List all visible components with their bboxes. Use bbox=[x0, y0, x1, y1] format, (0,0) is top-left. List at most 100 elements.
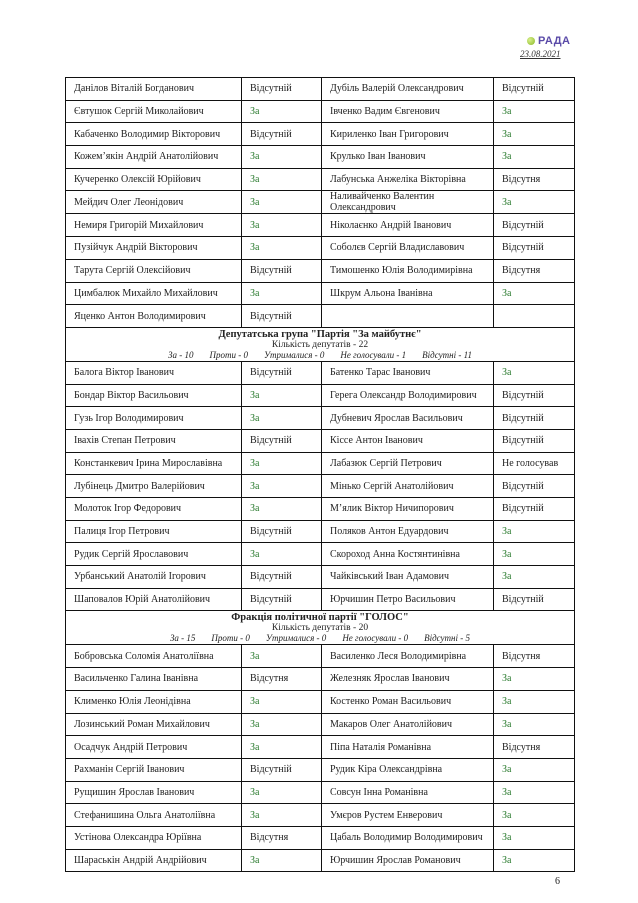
vote-result: За bbox=[241, 474, 322, 498]
vote-result: Відсутній bbox=[241, 519, 322, 544]
deputy-name: Бондар Віктор Васильович bbox=[65, 383, 242, 408]
table-row: Гузь Ігор Володимирович За Дубневич Яросла… bbox=[65, 406, 575, 430]
deputy-name: Дубіль Валерій Олександрович bbox=[321, 77, 494, 101]
vote-stat: За - 10 bbox=[168, 349, 194, 360]
table-row: Тарута Сергій Олексійович Відсутній Тимоше… bbox=[65, 258, 575, 283]
deputy-name: Шкрум Альона Іванівна bbox=[321, 281, 494, 306]
deputy-name: Скороход Анна Костянтинівна bbox=[321, 542, 494, 567]
table-row: Балога Віктор Іванович Відсутній Батенко Т… bbox=[65, 360, 575, 385]
deputy-name: Дубневич Ярослав Васильович bbox=[321, 406, 494, 430]
vote-result: Відсутній bbox=[241, 587, 322, 612]
deputy-name: Наливайченко Валентин Олександрович bbox=[321, 190, 494, 215]
table-row: Пузійчук Андрій Вікторович За Соболєв Серг… bbox=[65, 236, 575, 260]
deputy-name: Осадчук Андрій Петрович bbox=[65, 735, 242, 759]
table-row: Устінова Олександра Юріївна Відсутня Цабал… bbox=[65, 825, 575, 850]
table-row: Шаповалов Юрій Анатолійович Відсутній Юрчи… bbox=[65, 587, 575, 612]
vote-result: За bbox=[493, 565, 575, 589]
deputy-name: Мейдич Олег Леонідович bbox=[65, 190, 242, 215]
deputy-name: Тимошенко Юлія Володимирівна bbox=[321, 258, 494, 283]
deputy-name: Лозинський Роман Михайлович bbox=[65, 712, 242, 737]
vote-result: За bbox=[493, 190, 575, 215]
vote-result: За bbox=[241, 542, 322, 567]
table-row: Бобровська Соломія Анатоліївна За Василенк… bbox=[65, 644, 575, 669]
deputy-name: Кабаченко Володимир Вікторович bbox=[65, 122, 242, 147]
table-row: Лубінець Дмитро Валерійович За Мінько Серг… bbox=[65, 474, 575, 498]
faction-deputy-count: Кількість депутатів - 22 bbox=[271, 339, 369, 350]
vote-results-table: Данілов Віталій Богданович Відсутній Дубіл… bbox=[65, 77, 575, 873]
vote-result: Відсутній bbox=[241, 757, 322, 782]
vote-result: Відсутній bbox=[241, 565, 322, 589]
faction-vote-stats: За - 15 Проти - 0 Утрималися - 0 Не голосув… bbox=[66, 633, 574, 643]
deputy-name: Шараськін Андрій Андрійович bbox=[65, 848, 242, 873]
vote-stat: Відсутні - 11 bbox=[422, 349, 472, 360]
vote-result: За bbox=[493, 757, 575, 782]
vote-result: Відсутня bbox=[241, 667, 322, 691]
page-number: 6 bbox=[555, 876, 560, 887]
deputy-name: Макаров Олег Анатолійович bbox=[321, 712, 494, 737]
deputy-name: Молоток Ігор Федорович bbox=[65, 497, 242, 521]
table-row: Клименко Юлія Леонідівна За Костенко Роман… bbox=[65, 689, 575, 714]
vote-result: Відсутній bbox=[493, 587, 575, 612]
deputy-name: М’ялик Віктор Ничипорович bbox=[321, 497, 494, 521]
deputy-name: Шаповалов Юрій Анатолійович bbox=[65, 587, 242, 612]
vote-result: Відсутній bbox=[241, 428, 322, 453]
table-row: Констанкевич Ірина Мирославівна За Лабазюк… bbox=[65, 451, 575, 476]
deputy-name: Бобровська Соломія Анатоліївна bbox=[65, 644, 242, 669]
vote-result: За bbox=[241, 99, 322, 124]
deputy-name: Цабаль Володимир Володимирович bbox=[321, 825, 494, 850]
deputy-name: Рудик Сергій Ярославович bbox=[65, 542, 242, 567]
table-row: Васильченко Галина Іванівна Відсутня Желез… bbox=[65, 667, 575, 691]
table-row: Шараськін Андрій Андрійович За Юрчишин Яро… bbox=[65, 848, 575, 873]
table-row: Кабаченко Володимир Вікторович Відсутній К… bbox=[65, 122, 575, 147]
table-row: Цимбалюк Михайло Михайлович За Шкрум Альон… bbox=[65, 281, 575, 306]
vote-result: Відсутній bbox=[493, 428, 575, 453]
vote-result: Відсутній bbox=[493, 497, 575, 521]
table-row: Рущишин Ярослав Іванович За Совсун Інна Ро… bbox=[65, 780, 575, 805]
vote-result: За bbox=[493, 542, 575, 567]
vote-result: За bbox=[241, 689, 322, 714]
deputy-name: Соболєв Сергій Владиславович bbox=[321, 236, 494, 260]
deputy-name: Мінько Сергій Анатолійович bbox=[321, 474, 494, 498]
deputy-name: Рущишин Ярослав Іванович bbox=[65, 780, 242, 805]
deputy-name: Гузь Ігор Володимирович bbox=[65, 406, 242, 430]
deputy-name: Кучеренко Олексій Юрійович bbox=[65, 167, 242, 192]
vote-result: За bbox=[241, 145, 322, 169]
vote-result: За bbox=[241, 236, 322, 260]
vote-result: За bbox=[241, 190, 322, 215]
vote-result: Відсутній bbox=[241, 77, 322, 101]
deputy-name: Железняк Ярослав Іванович bbox=[321, 667, 494, 691]
faction-header-row: Фракція політичної партії "ГОЛОС" Кількіс… bbox=[65, 610, 575, 646]
vote-stat: Відсутні - 5 bbox=[424, 633, 471, 644]
vote-result: За bbox=[241, 451, 322, 476]
vote-result: Відсутній bbox=[241, 304, 322, 328]
deputy-name: Крулько Іван Іванович bbox=[321, 145, 494, 169]
table-row: Кучеренко Олексій Юрійович За Лабунська Ан… bbox=[65, 167, 575, 192]
vote-stat: Не голосували - 0 bbox=[342, 633, 409, 644]
table-row: Стефанишина Ольга Анатоліївна За Умєров Ру… bbox=[65, 803, 575, 827]
faction-header-row: Депутатська група "Партія "За майбутнє" К… bbox=[65, 326, 575, 362]
deputy-name: Івахів Степан Петрович bbox=[65, 428, 242, 453]
vote-stat: За - 15 bbox=[169, 633, 196, 644]
vote-result: Відсутній bbox=[241, 360, 322, 385]
vote-result: Відсутній bbox=[241, 122, 322, 147]
deputy-name: Кожем’якін Андрій Анатолійович bbox=[65, 145, 242, 169]
vote-result: За bbox=[493, 667, 575, 691]
deputy-name: Рахманін Сергій Іванович bbox=[65, 757, 242, 782]
vote-result: Відсутня bbox=[241, 825, 322, 850]
vote-result: За bbox=[493, 712, 575, 737]
deputy-name: Немиря Григорій Михайлович bbox=[65, 213, 242, 238]
vote-result: За bbox=[493, 803, 575, 827]
deputy-name: Урбанський Анатолій Ігорович bbox=[65, 565, 242, 589]
vote-result: Відсутній bbox=[241, 258, 322, 283]
vote-result: Відсутній bbox=[493, 383, 575, 408]
vote-result: За bbox=[241, 167, 322, 192]
deputy-name: Кириленко Іван Григорович bbox=[321, 122, 494, 147]
table-row: Івахів Степан Петрович Відсутній Кіссе Ант… bbox=[65, 428, 575, 453]
table-row: Осадчук Андрій Петрович За Піпа Наталія Ро… bbox=[65, 735, 575, 759]
faction-vote-stats: За - 10 Проти - 0 Утрималися - 0 Не голосув… bbox=[66, 350, 574, 360]
vote-stat: Проти - 0 bbox=[209, 349, 249, 360]
deputy-name: Івченко Вадим Євгенович bbox=[321, 99, 494, 124]
vote-result: За bbox=[493, 689, 575, 714]
table-row: Данілов Віталій Богданович Відсутній Дубіл… bbox=[65, 77, 575, 101]
deputy-name: Костенко Роман Васильович bbox=[321, 689, 494, 714]
